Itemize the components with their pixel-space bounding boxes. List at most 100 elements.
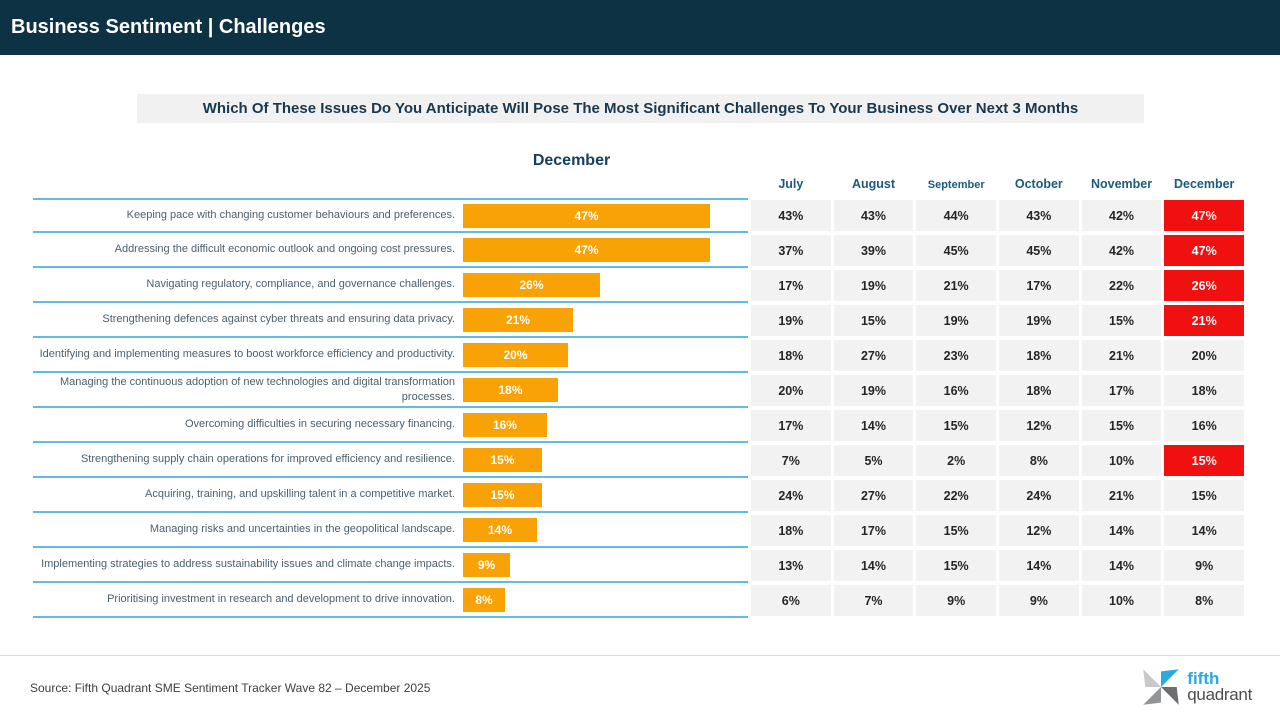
source-note: Source: Fifth Quadrant SME Sentiment Tra…: [30, 681, 431, 695]
december-bar: 15%: [463, 482, 542, 507]
month-value-cell-july: 24%: [751, 480, 831, 511]
month-value-cell-november: 10%: [1081, 585, 1162, 616]
page-title: Business Sentiment | Challenges: [0, 0, 1280, 55]
bar-cell: 20%: [463, 338, 748, 371]
month-value-cell-september: 44%: [916, 200, 997, 231]
month-value-cell-december: 18%: [1164, 375, 1245, 406]
december-chart-title: December: [532, 152, 611, 169]
challenge-row-left: Managing the continuous adoption of new …: [33, 373, 748, 408]
month-value-cell-november: 17%: [1081, 375, 1162, 406]
month-value-cell-november: 15%: [1081, 410, 1162, 441]
month-value-cell-december: 16%: [1164, 410, 1245, 441]
bar-cell: 8%: [463, 583, 748, 616]
month-header-december: December: [1173, 177, 1235, 191]
month-value-cell-august: 14%: [833, 550, 914, 581]
month-value-cell-october: 9%: [999, 585, 1079, 616]
month-values: 17% 14% 15% 12% 15% 16%: [748, 408, 1245, 443]
month-values: 13% 14% 15% 14% 14% 9%: [748, 548, 1245, 583]
month-value-cell-september: 21%: [916, 270, 997, 301]
month-value-cell-october: 14%: [999, 550, 1079, 581]
month-value-cell-july: 18%: [751, 515, 831, 546]
month-header-august: August: [851, 177, 896, 191]
challenge-row-left: Keeping pace with changing customer beha…: [33, 198, 748, 233]
month-values: 17% 19% 21% 17% 22% 26%: [748, 268, 1245, 303]
december-bar: 14%: [463, 517, 537, 542]
month-value-cell-november: 14%: [1081, 550, 1162, 581]
month-value-cell-september: 9%: [916, 585, 997, 616]
month-value-cell-october: 18%: [999, 340, 1079, 371]
footer: Source: Fifth Quadrant SME Sentiment Tra…: [0, 655, 1280, 720]
challenge-row: Identifying and implementing measures to…: [33, 338, 1245, 373]
month-value-cell-october: 24%: [999, 480, 1079, 511]
challenge-row: Implementing strategies to address susta…: [33, 548, 1245, 583]
challenge-row-left: Acquiring, training, and upskilling tale…: [33, 478, 748, 513]
month-value-cell-september: 23%: [916, 340, 997, 371]
month-value-cell-july: 43%: [751, 200, 831, 231]
challenge-row: Managing risks and uncertainties in the …: [33, 513, 1245, 548]
month-value-cell-november: 22%: [1081, 270, 1162, 301]
chart-header-left: December: [33, 150, 748, 198]
bar-cell: 18%: [463, 373, 748, 406]
month-value-cell-november: 14%: [1081, 515, 1162, 546]
month-value-cell-october: 43%: [999, 200, 1079, 231]
month-values: 18% 27% 23% 18% 21% 20%: [748, 338, 1245, 373]
month-value-cell-november: 15%: [1081, 305, 1162, 336]
challenge-row-left: Implementing strategies to address susta…: [33, 548, 748, 583]
december-bar: 16%: [463, 412, 547, 437]
month-value-cell-october: 12%: [999, 410, 1079, 441]
month-value-cell-september: 15%: [916, 410, 997, 441]
challenge-row: Strengthening supply chain operations fo…: [33, 443, 1245, 478]
month-value-cell-october: 17%: [999, 270, 1079, 301]
challenge-row: Keeping pace with changing customer beha…: [33, 198, 1245, 233]
month-value-cell-december: 15%: [1164, 480, 1245, 511]
bar-cell: 16%: [463, 408, 748, 441]
month-value-cell-august: 39%: [833, 235, 914, 266]
bar-cell: 9%: [463, 548, 748, 581]
month-value-cell-october: 18%: [999, 375, 1079, 406]
month-value-cell-november: 21%: [1081, 340, 1162, 371]
challenges-chart: December July August September October Novem…: [33, 150, 1245, 618]
month-value-cell-december: 14%: [1164, 515, 1245, 546]
month-value-cell-december: 8%: [1164, 585, 1245, 616]
challenge-row: Overcoming difficulties in securing nece…: [33, 408, 1245, 443]
month-value-cell-december: 26%: [1164, 270, 1245, 301]
month-value-cell-august: 7%: [833, 585, 914, 616]
december-bar: 18%: [463, 377, 558, 402]
bar-cell: 21%: [463, 303, 748, 336]
month-header-row: July August September October November Decemb…: [748, 150, 1244, 198]
month-value-cell-august: 14%: [833, 410, 914, 441]
december-bar: 20%: [463, 342, 568, 367]
month-value-cell-august: 43%: [833, 200, 914, 231]
challenge-row: Addressing the difficult economic outloo…: [33, 233, 1245, 268]
challenge-label: Managing the continuous adoption of new …: [59, 376, 455, 403]
month-value-cell-september: 22%: [916, 480, 997, 511]
month-value-cell-september: 15%: [916, 550, 997, 581]
month-value-cell-september: 15%: [916, 515, 997, 546]
challenge-row: Managing the continuous adoption of new …: [33, 373, 1245, 408]
challenge-row: Acquiring, training, and upskilling tale…: [33, 478, 1245, 513]
month-value-cell-august: 15%: [833, 305, 914, 336]
challenge-label: Keeping pace with changing customer beha…: [126, 209, 455, 222]
logo-word-quadrant: quadrant: [1187, 684, 1252, 704]
challenge-row: Prioritising investment in research and …: [33, 583, 1245, 618]
bar-cell: 15%: [463, 443, 748, 476]
month-value-cell-october: 8%: [999, 445, 1079, 476]
month-value-cell-august: 27%: [833, 480, 914, 511]
month-value-cell-july: 17%: [751, 410, 831, 441]
chart-rows: Keeping pace with changing customer beha…: [33, 198, 1245, 618]
month-value-cell-october: 12%: [999, 515, 1079, 546]
challenge-label: Strengthening supply chain operations fo…: [80, 453, 455, 466]
month-value-cell-july: 13%: [751, 550, 831, 581]
month-value-cell-july: 18%: [751, 340, 831, 371]
challenge-label: Overcoming difficulties in securing nece…: [184, 418, 455, 431]
challenge-row: Strengthening defences against cyber thr…: [33, 303, 1245, 338]
month-values: 7% 5% 2% 8% 10% 15%: [748, 443, 1245, 478]
pinwheel-logo-icon: [1143, 669, 1180, 705]
month-value-cell-december: 47%: [1164, 235, 1245, 266]
month-value-cell-september: 2%: [916, 445, 997, 476]
month-value-cell-july: 17%: [751, 270, 831, 301]
month-value-cell-august: 5%: [833, 445, 914, 476]
challenge-row-left: Overcoming difficulties in securing nece…: [33, 408, 748, 443]
month-header-september: September: [927, 179, 985, 191]
challenge-row-left: Addressing the difficult economic outloo…: [33, 233, 748, 268]
